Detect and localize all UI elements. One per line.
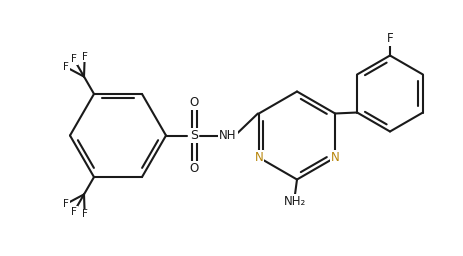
Text: S: S <box>190 129 198 142</box>
Text: NH: NH <box>219 129 237 142</box>
Text: F: F <box>71 207 77 217</box>
Text: NH₂: NH₂ <box>284 195 306 208</box>
Text: O: O <box>189 162 199 175</box>
Text: F: F <box>71 54 77 64</box>
Text: F: F <box>82 209 88 219</box>
Text: F: F <box>82 52 88 62</box>
Text: F: F <box>63 62 69 72</box>
Text: F: F <box>63 199 69 209</box>
Text: N: N <box>255 151 263 164</box>
Text: N: N <box>331 151 339 164</box>
Text: O: O <box>189 96 199 109</box>
Text: F: F <box>387 32 393 45</box>
